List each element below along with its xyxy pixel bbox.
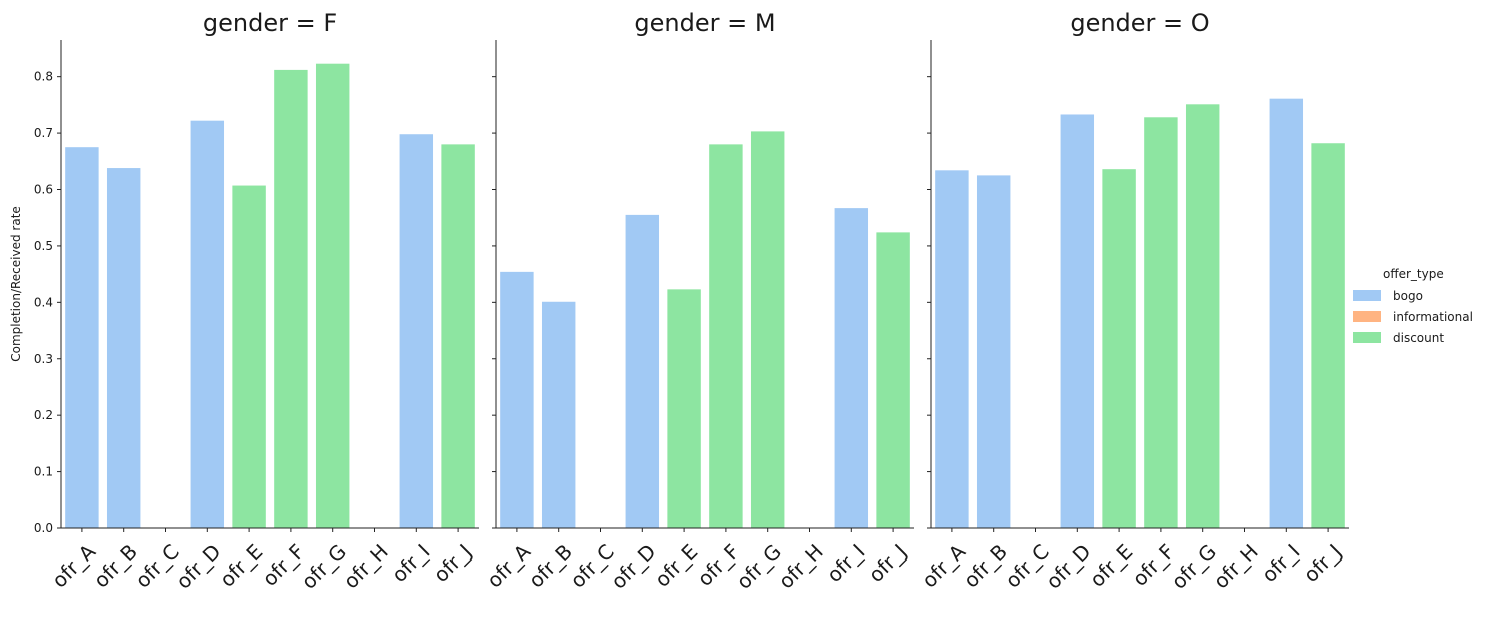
legend-label-discount: discount bbox=[1393, 331, 1444, 345]
x-tick-label: ofr_J bbox=[864, 539, 912, 587]
legend-swatch-informational bbox=[1353, 311, 1381, 322]
bar-genderF-ofr_A bbox=[65, 147, 99, 528]
x-tick-label: ofr_G bbox=[1167, 539, 1221, 593]
bar-genderO-ofr_I bbox=[1269, 98, 1304, 529]
legend-label-bogo: bogo bbox=[1393, 289, 1423, 303]
bar-genderM-ofr_G bbox=[750, 131, 785, 528]
x-tick-label: ofr_A bbox=[47, 539, 100, 592]
bar-genderM-ofr_E bbox=[667, 289, 701, 528]
x-tick-label: ofr_D bbox=[606, 539, 660, 593]
x-tick-label: ofr_G bbox=[732, 539, 786, 593]
y-tick-label: 0.6 bbox=[34, 183, 53, 197]
bar-genderF-ofr_E bbox=[232, 185, 266, 529]
x-tick-label: ofr_F bbox=[258, 539, 310, 591]
x-tick-label: ofr_E bbox=[650, 539, 702, 591]
bar-genderF-ofr_G bbox=[315, 63, 350, 528]
bar-genderM-ofr_A bbox=[500, 271, 534, 528]
bar-genderF-ofr_B bbox=[106, 168, 141, 528]
legend-title: offer_type bbox=[1383, 267, 1444, 281]
x-tick-label: ofr_B bbox=[959, 539, 1012, 592]
y-tick-label: 0.8 bbox=[34, 70, 53, 84]
x-tick-label: ofr_D bbox=[171, 539, 225, 593]
bar-genderM-ofr_I bbox=[834, 208, 869, 528]
bar-genderM-ofr_J bbox=[876, 232, 910, 528]
y-tick-label: 0.0 bbox=[34, 521, 53, 535]
x-tick-label: ofr_F bbox=[1128, 539, 1180, 591]
bar-genderF-ofr_I bbox=[399, 134, 434, 528]
y-tick-label: 0.2 bbox=[34, 408, 53, 422]
legend-swatch-bogo bbox=[1353, 290, 1381, 301]
x-tick-label: ofr_E bbox=[1085, 539, 1137, 591]
x-tick-label: ofr_A bbox=[482, 539, 535, 592]
bar-genderF-ofr_J bbox=[441, 144, 475, 528]
x-tick-label: ofr_C bbox=[565, 539, 618, 592]
bar-genderM-ofr_F bbox=[709, 144, 743, 528]
x-tick-label: ofr_E bbox=[215, 539, 267, 591]
bar-genderO-ofr_A bbox=[935, 170, 969, 528]
x-tick-label: ofr_H bbox=[774, 539, 828, 593]
bar-genderO-ofr_E bbox=[1102, 169, 1136, 528]
y-tick-label: 0.5 bbox=[34, 239, 53, 253]
panel-title: gender = F bbox=[203, 9, 337, 37]
panel-title: gender = O bbox=[1070, 9, 1209, 37]
x-tick-label: ofr_D bbox=[1041, 539, 1095, 593]
x-tick-label: ofr_J bbox=[1299, 539, 1347, 587]
bar-genderO-ofr_G bbox=[1185, 104, 1220, 528]
x-tick-label: ofr_G bbox=[297, 539, 351, 593]
y-tick-label: 0.1 bbox=[34, 465, 53, 479]
bar-genderF-ofr_F bbox=[274, 69, 308, 529]
y-tick-label: 0.3 bbox=[34, 352, 53, 366]
x-tick-label: ofr_J bbox=[429, 539, 477, 587]
bar-genderO-ofr_B bbox=[976, 175, 1011, 528]
x-tick-label: ofr_F bbox=[693, 539, 745, 591]
panel-title: gender = M bbox=[634, 9, 775, 37]
x-tick-label: ofr_C bbox=[1000, 539, 1053, 592]
x-tick-label: ofr_I bbox=[822, 539, 870, 587]
x-tick-label: ofr_H bbox=[339, 539, 393, 593]
y-tick-label: 0.4 bbox=[34, 295, 53, 309]
x-tick-label: ofr_B bbox=[524, 539, 577, 592]
bar-genderM-ofr_B bbox=[541, 301, 576, 528]
x-tick-label: ofr_H bbox=[1209, 539, 1263, 593]
bar-genderO-ofr_J bbox=[1311, 143, 1345, 529]
legend-swatch-discount bbox=[1353, 332, 1381, 343]
legend-label-informational: informational bbox=[1393, 310, 1473, 324]
x-tick-label: ofr_A bbox=[917, 539, 970, 592]
y-axis-label: Completion/Received rate bbox=[9, 206, 23, 362]
bar-genderO-ofr_F bbox=[1144, 117, 1178, 528]
y-tick-label: 0.7 bbox=[34, 126, 53, 140]
x-tick-label: ofr_I bbox=[387, 539, 435, 587]
bar-genderO-ofr_D bbox=[1060, 114, 1095, 528]
x-tick-label: ofr_I bbox=[1257, 539, 1305, 587]
x-tick-label: ofr_B bbox=[89, 539, 142, 592]
bar-genderM-ofr_D bbox=[625, 214, 660, 528]
x-tick-label: ofr_C bbox=[130, 539, 183, 592]
bar-genderF-ofr_D bbox=[190, 120, 225, 529]
